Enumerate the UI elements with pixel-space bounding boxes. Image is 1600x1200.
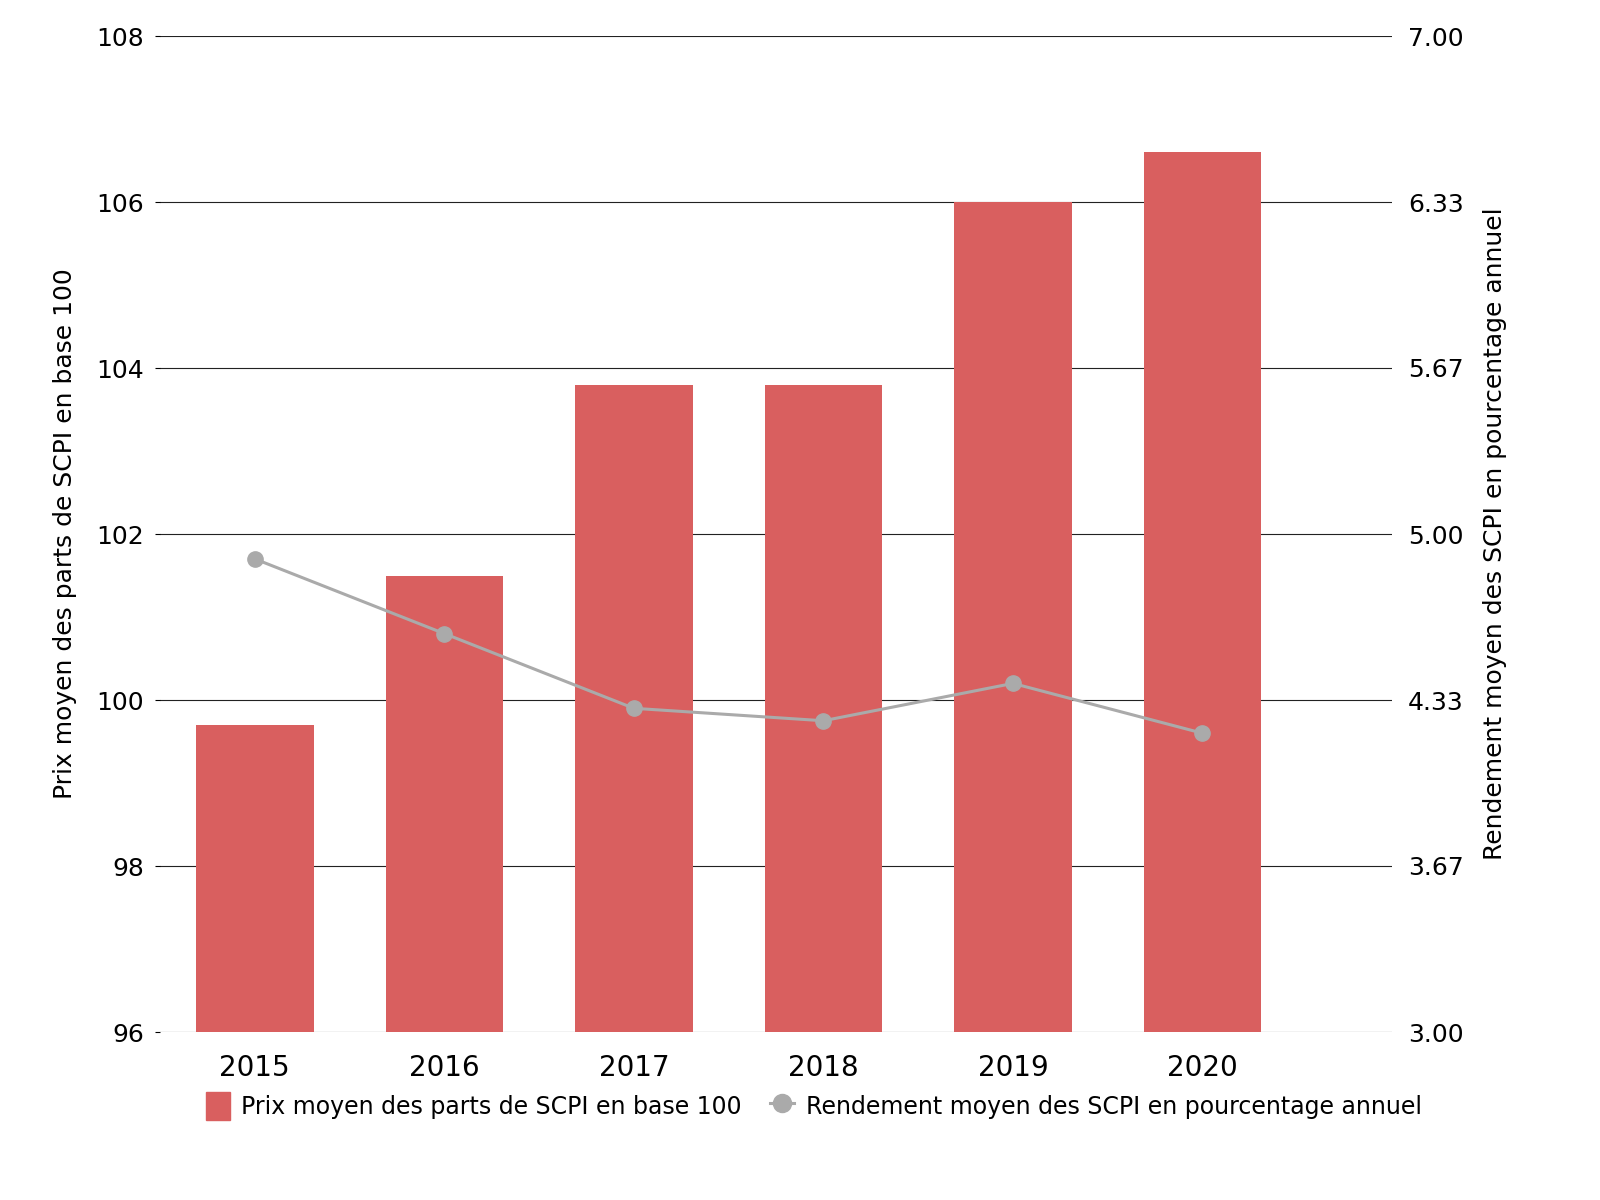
Bar [574, 385, 693, 1032]
Bar [1144, 152, 1261, 1032]
Bar [197, 725, 314, 1032]
Bar [954, 202, 1072, 1032]
Y-axis label: Prix moyen des parts de SCPI en base 100: Prix moyen des parts de SCPI en base 100 [53, 269, 77, 799]
Legend: Prix moyen des parts de SCPI en base 100, Rendement moyen des SCPI en pourcentag: Prix moyen des parts de SCPI en base 100… [197, 1082, 1430, 1129]
Bar [765, 385, 882, 1032]
Bar [386, 576, 502, 1032]
Y-axis label: Rendement moyen des SCPI en pourcentage annuel: Rendement moyen des SCPI en pourcentage … [1483, 208, 1507, 860]
